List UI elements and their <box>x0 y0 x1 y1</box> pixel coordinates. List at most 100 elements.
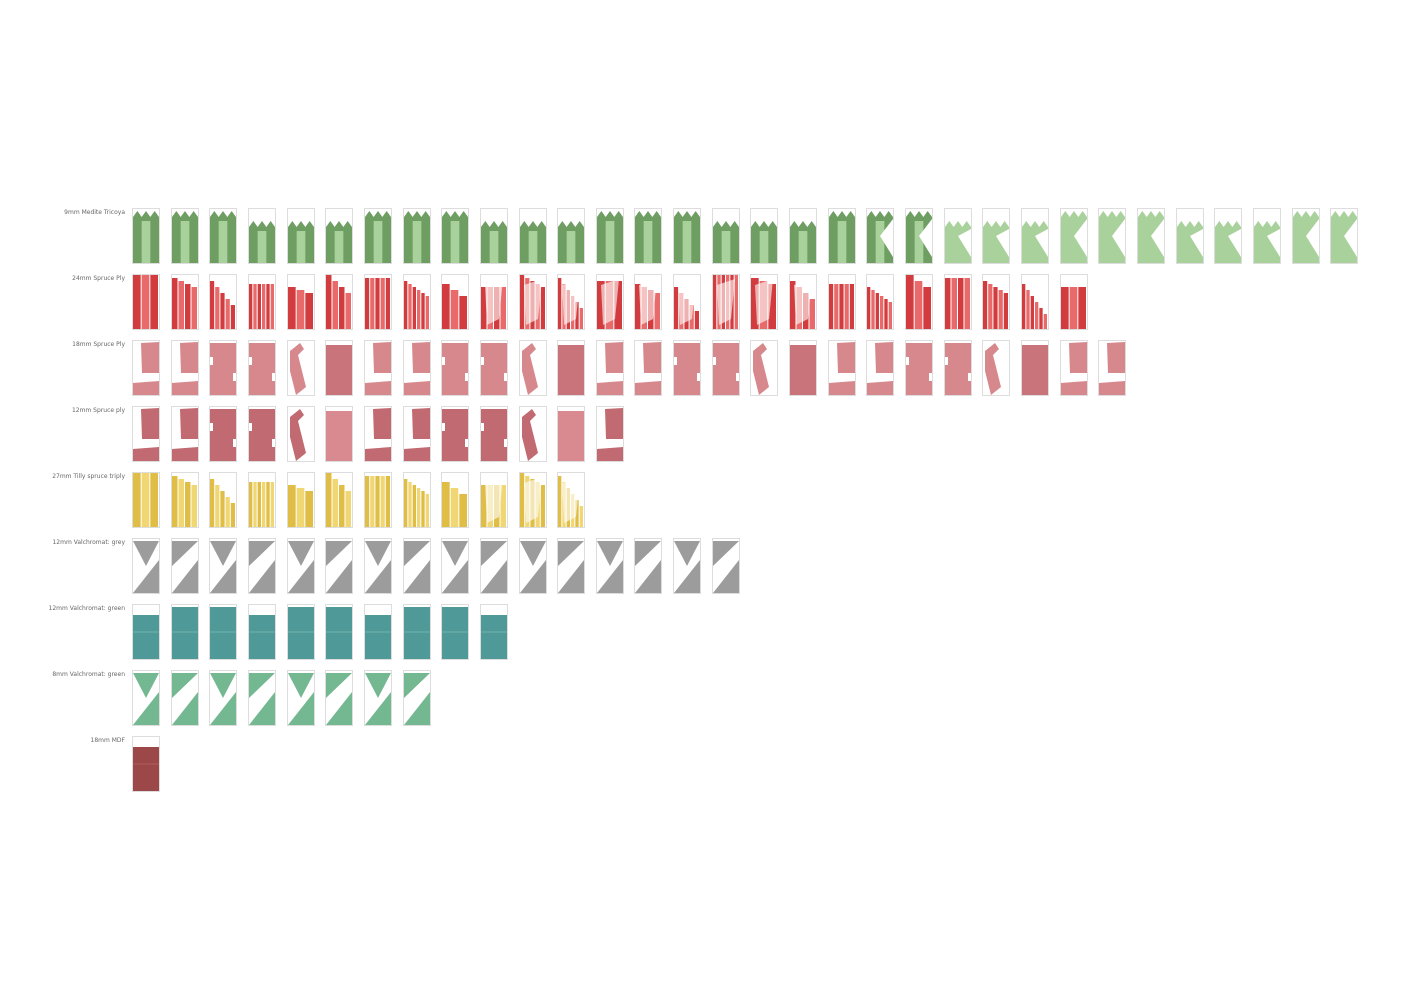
cut-part <box>1039 308 1043 329</box>
cut-part <box>403 381 430 395</box>
sheet <box>325 274 354 330</box>
sheet-cut-layout <box>906 343 932 395</box>
sheet-cut-layout <box>210 673 237 725</box>
sheet-cut-layout <box>983 221 1010 263</box>
sheet <box>132 340 160 396</box>
cut-part <box>403 560 430 593</box>
cut-part <box>261 284 266 329</box>
sheet-cut-layout <box>133 473 158 527</box>
sheet <box>441 208 470 264</box>
sheet <box>402 340 431 396</box>
cut-gap <box>562 477 581 523</box>
sheet-cut-layout <box>210 607 237 659</box>
cut-part <box>191 287 197 329</box>
cut-part <box>133 673 159 698</box>
sheet <box>132 736 160 792</box>
sheet <box>1020 208 1049 264</box>
cut-part <box>1077 287 1086 329</box>
sheet <box>402 208 431 264</box>
sheet <box>402 274 431 330</box>
cut-part <box>403 541 430 566</box>
cut-part <box>326 541 353 566</box>
cut-part <box>480 541 507 566</box>
sheet <box>170 604 199 660</box>
cut-part <box>635 284 641 329</box>
cut-part <box>579 506 584 527</box>
sheet <box>170 340 199 396</box>
cut-part <box>425 494 429 527</box>
cut-part <box>712 275 717 329</box>
sheet-cut-layout <box>364 541 391 593</box>
cut-part <box>558 411 585 461</box>
cut-part <box>953 231 962 263</box>
sheet-cut-layout <box>248 284 274 329</box>
cut-part <box>844 284 849 329</box>
sheet <box>634 208 663 264</box>
cut-part <box>540 485 545 527</box>
sheet-cut-layout <box>364 342 391 395</box>
cut-part <box>828 381 855 395</box>
sheet-cut-layout <box>442 541 469 593</box>
sheet <box>170 670 199 726</box>
sheet-cut-layout <box>133 541 159 593</box>
cut-part <box>326 345 353 395</box>
cut-part <box>412 221 421 263</box>
cut-part <box>257 482 261 527</box>
cut-part <box>210 541 237 566</box>
sheet-cut-layout <box>558 541 585 593</box>
cut-gap <box>465 439 469 447</box>
cut-part <box>985 343 1002 395</box>
sheet <box>557 340 586 396</box>
cut-part <box>1107 342 1126 373</box>
sheet-cut-layout <box>790 279 816 329</box>
cut-gap <box>678 279 697 325</box>
cut-part <box>674 560 701 593</box>
cut-part <box>809 299 816 329</box>
sheet <box>1098 208 1127 264</box>
cut-part <box>734 275 738 329</box>
sheet <box>1291 208 1320 264</box>
cut-gap <box>480 357 484 365</box>
cut-part <box>712 343 739 395</box>
cut-part <box>141 221 151 263</box>
sheet <box>363 208 392 264</box>
cut-gap <box>716 279 735 325</box>
cut-part <box>839 284 844 329</box>
sheet-cut-layout <box>1060 287 1086 329</box>
cut-part <box>220 491 225 527</box>
sheet <box>866 208 895 264</box>
sheet-cut-layout <box>248 541 275 593</box>
cut-part <box>450 290 459 329</box>
cut-part <box>289 343 306 395</box>
cut-part <box>712 560 739 593</box>
cut-gap <box>600 279 619 325</box>
sheet <box>170 406 199 462</box>
sheet-cut-layout <box>1060 211 1087 263</box>
sheet <box>982 340 1011 396</box>
cut-gap <box>639 279 658 325</box>
cut-part <box>450 488 459 527</box>
sheet <box>905 208 933 264</box>
sheet <box>402 472 431 528</box>
sheet-cut-layout <box>635 211 662 263</box>
cut-gap <box>271 373 275 381</box>
sheet-cut-layout <box>326 275 352 329</box>
sheet-cut-layout <box>248 221 275 263</box>
cut-part <box>287 541 314 566</box>
cut-part <box>171 607 198 659</box>
sheet-cut-layout <box>480 615 507 659</box>
cut-part <box>266 284 270 329</box>
sheet-cut-layout <box>403 342 430 395</box>
sheet <box>247 538 276 594</box>
cut-part <box>1262 231 1272 263</box>
cut-part <box>1004 293 1009 329</box>
cut-gap <box>233 373 237 381</box>
cut-part <box>1099 381 1126 395</box>
cut-part <box>798 231 808 263</box>
cut-gap <box>523 477 542 523</box>
cut-part <box>566 231 576 263</box>
cut-gap <box>248 357 252 365</box>
cut-part <box>828 284 833 329</box>
cut-part <box>867 381 894 395</box>
sheet <box>286 604 315 660</box>
